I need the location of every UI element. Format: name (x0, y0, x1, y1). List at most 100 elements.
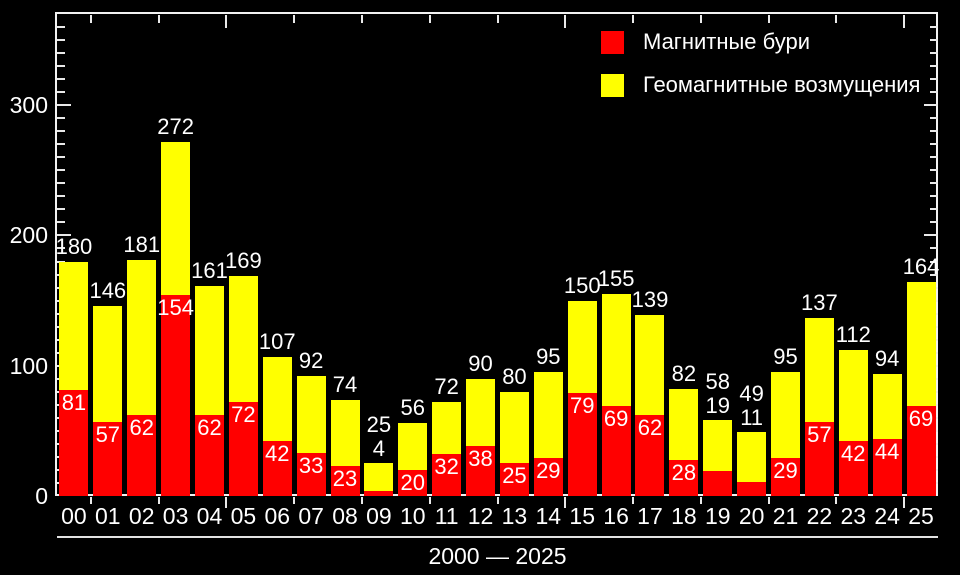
x-top-tick (496, 15, 499, 23)
y-minor-tick (57, 221, 65, 224)
bar-01-total-label: 146 (89, 277, 127, 303)
bar-03-yellow-segment (161, 141, 191, 296)
y-tick-label: 200 (9, 222, 48, 249)
y-minor-tick-right (930, 39, 938, 42)
disturbances-color-swatch (601, 73, 624, 97)
bar-16-yellow-segment (601, 294, 631, 407)
bar-05-yellow-segment (228, 275, 258, 403)
x-bottom-tick (225, 497, 228, 508)
bar-06-yellow-segment (262, 356, 292, 442)
y-minor-tick (57, 39, 65, 42)
bar-04-storms-label: 62 (197, 415, 222, 441)
bar-00-red-segment (59, 390, 89, 496)
bar-11-storms-label: 32 (434, 454, 459, 480)
bar-02-red-segment (127, 415, 157, 496)
bar-25-red-segment (906, 406, 936, 496)
bar-18-total-label: 82 (671, 361, 697, 387)
x-tick-label-04: 04 (196, 503, 223, 529)
bar-20-total-label: 49 (739, 381, 764, 407)
x-bottom-tick (903, 497, 906, 508)
legend-item-storms: Магнитные бури (601, 30, 920, 54)
bar-19-total-label: 58 (705, 369, 730, 395)
x-tick-label-22: 22 (806, 503, 833, 529)
bar-23-yellow-segment (838, 350, 868, 442)
bar-09-storms-label: 4 (372, 436, 386, 462)
x-tick-label-18: 18 (671, 503, 697, 529)
bar-00-yellow-segment (59, 261, 89, 391)
bar-15-storms-label: 79 (569, 393, 595, 419)
bar-22-storms-label: 57 (807, 421, 832, 447)
x-bottom-tick (360, 497, 363, 504)
y-minor-tick (57, 52, 65, 55)
bar-17-total-label: 139 (631, 286, 669, 312)
x-top-tick (564, 15, 567, 28)
bar-01-yellow-segment (93, 305, 123, 422)
bar-07-yellow-segment (296, 376, 326, 453)
bar-21-red-segment (771, 458, 801, 496)
bar-23-red-segment (838, 441, 868, 496)
x-axis-rule (57, 536, 938, 538)
bar-08-total-label: 74 (332, 371, 358, 397)
x-bottom-tick (89, 497, 92, 504)
bar-12-total-label: 90 (468, 350, 493, 376)
bar-12-yellow-segment (466, 378, 496, 447)
bar-03-total-label: 272 (157, 113, 194, 139)
y-major-tick (57, 104, 71, 107)
bar-05-total-label: 169 (225, 247, 262, 273)
bar-14-red-segment (533, 458, 563, 496)
bar-00-total-label: 180 (55, 233, 93, 259)
bar-24-yellow-segment (872, 373, 902, 439)
y-major-tick (57, 234, 71, 237)
x-top-tick (835, 15, 838, 23)
bar-00-storms-label: 81 (61, 390, 87, 416)
y-tick-label: 100 (9, 352, 48, 379)
bar-09-yellow-segment (364, 463, 394, 491)
bar-24-total-label: 94 (874, 345, 900, 371)
legend-item-disturbances: Геомагнитные возмущения (601, 73, 920, 97)
bar-06-total-label: 107 (258, 328, 296, 354)
x-tick-label-09: 09 (366, 503, 392, 529)
y-minor-tick-right (930, 117, 938, 120)
bar-25-total-label: 164 (902, 254, 940, 280)
x-axis-caption: 2000 — 2025 (428, 543, 567, 569)
x-top-tick (89, 15, 92, 23)
bar-05-storms-label: 72 (231, 402, 256, 428)
x-tick-label-08: 08 (332, 503, 358, 529)
y-tick-label: 0 (35, 483, 48, 509)
x-bottom-tick (496, 497, 499, 504)
bar-13-total-label: 80 (502, 363, 527, 389)
bar-02-total-label: 181 (123, 232, 161, 258)
bar-20-storms-label: 11 (740, 405, 764, 431)
bar-16-red-segment (601, 406, 631, 496)
bar-14-yellow-segment (533, 372, 563, 459)
legend: Магнитные бури Геомагнитные возмущения (601, 30, 920, 116)
bar-22-total-label: 137 (801, 289, 838, 315)
y-minor-tick-right (930, 91, 938, 94)
bar-08-red-segment (330, 466, 360, 496)
bar-13-storms-label: 25 (502, 463, 527, 489)
x-top-tick (903, 15, 906, 28)
bar-13-yellow-segment (499, 391, 529, 464)
x-bottom-tick (632, 497, 635, 504)
bar-21-total-label: 95 (773, 344, 798, 370)
bar-09-total-label: 25 (366, 412, 392, 438)
bar-25-storms-label: 69 (908, 406, 934, 432)
legend-label-disturbances: Геомагнитные возмущения (643, 72, 921, 97)
bar-25-yellow-segment (906, 282, 936, 407)
y-major-tick-right (924, 234, 938, 237)
x-bottom-tick (835, 497, 838, 504)
bar-11-total-label: 72 (434, 374, 459, 400)
x-tick-label-06: 06 (264, 503, 291, 529)
bar-19-storms-label: 19 (705, 393, 730, 419)
bar-22-red-segment (804, 421, 834, 496)
x-tick-label-00: 00 (61, 503, 87, 529)
x-tick-label-01: 01 (95, 503, 121, 529)
x-top-tick (767, 15, 770, 23)
y-minor-tick-right (930, 195, 938, 198)
bar-21-yellow-segment (771, 372, 801, 459)
bar-05-red-segment (228, 402, 258, 496)
bar-11-yellow-segment (432, 402, 462, 455)
x-tick-label-14: 14 (535, 503, 562, 529)
y-minor-tick-right (930, 273, 938, 276)
